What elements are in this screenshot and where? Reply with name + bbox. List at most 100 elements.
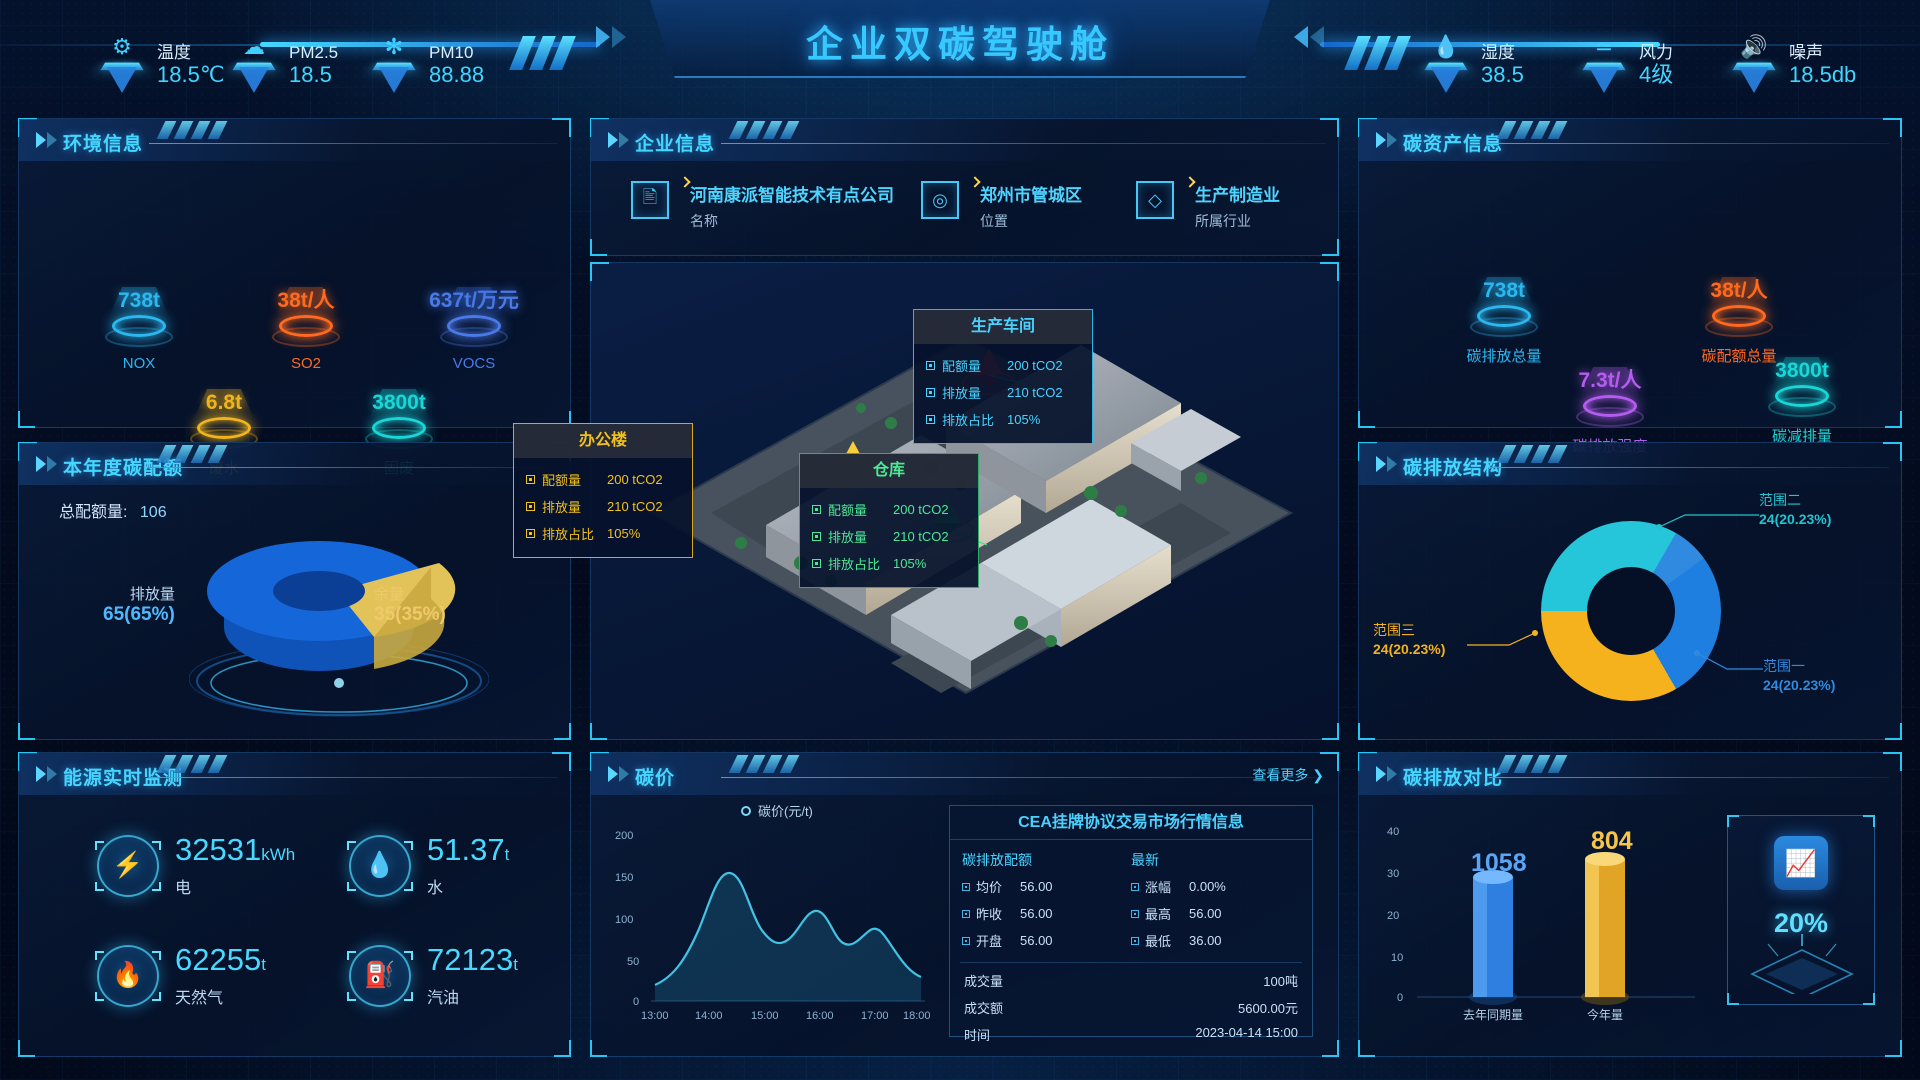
tooltip-row: 配额量 200 tCO2	[926, 352, 1080, 379]
energy-label: 天然气	[175, 990, 224, 1007]
header-metric-value: 18.5db	[1789, 62, 1857, 87]
env-metric-so2: 38t/人 SO2	[251, 287, 361, 372]
metric-value: 38t/人	[1710, 279, 1768, 302]
market-summary-row: 时间 2023-04-14 15:00	[964, 1025, 1298, 1043]
panel-dashes	[1496, 121, 1568, 139]
energy-label: 电	[175, 880, 192, 897]
arrow-right-icon	[1376, 132, 1397, 148]
energy-unit: t	[504, 845, 510, 864]
header-metric-humidity: 💧 湿度 38.5	[1420, 34, 1524, 93]
panel-title: 能源实时监测	[63, 768, 184, 789]
view-more-link[interactable]: 查看更多 ❯	[1252, 767, 1324, 783]
svg-text:100: 100	[615, 914, 633, 926]
tooltip-title: 仓库	[800, 454, 978, 488]
energy-item-electricity: ⚡ 32531kWh 电	[95, 833, 295, 898]
svg-text:18:00: 18:00	[903, 1010, 931, 1022]
panel-dashes	[1496, 755, 1568, 773]
carbon-price-line-chart: 200 150 100 50 0 13:00 14:00 15:00 16:00 17:00…	[615, 830, 931, 1022]
header-glow-right	[260, 42, 600, 47]
metric-value: 3800t	[372, 391, 426, 414]
svg-text:10: 10	[1391, 952, 1403, 964]
donut-label-scope3: 范围三 24(20.23%)	[1373, 622, 1446, 657]
svg-text:17:00: 17:00	[861, 1010, 889, 1022]
svg-text:40: 40	[1387, 826, 1399, 838]
quota-total-label: 总配额量:	[59, 504, 128, 521]
header-metric-value: 18.5℃	[157, 62, 225, 87]
quota-pie-chart	[189, 541, 489, 717]
map-tooltip-workshop[interactable]: 生产车间 配额量 200 tCO2 排放量 210 tCO2 排放占比 105%	[913, 309, 1093, 444]
enterprise-item-industry: ◇ 生产制造业 所属行业	[1136, 181, 1280, 231]
market-summary-row: 成交量 100吨	[964, 974, 1298, 989]
tooltip-row: 排放占比 105%	[526, 520, 680, 547]
market-info-table: CEA挂牌协议交易市场行情信息 碳排放配额 最新 均价 56.00 涨幅 0.00%…	[949, 805, 1313, 1043]
asset-metric-reduction: 3800t 碳减排量	[1747, 357, 1857, 446]
map-tooltip-warehouse[interactable]: 仓库 配额量 200 tCO2 排放量 210 tCO2 排放占比 105%	[799, 453, 979, 588]
quota-total: 总配额量: 106	[59, 498, 167, 522]
arrow-right-icon	[36, 766, 57, 782]
fuel-icon: ⛽	[347, 944, 413, 1007]
svg-text:去年同期量: 去年同期量	[1463, 1008, 1523, 1022]
header-glow-left	[1320, 42, 1660, 47]
panel-title: 碳价	[635, 768, 676, 789]
energy-item-gasoline: ⛽ 72123t 汽油	[347, 942, 518, 1008]
metric-value: 3800t	[1775, 359, 1829, 382]
energy-item-water: 💧 51.37t 水	[347, 833, 510, 898]
energy-value: 72123	[427, 942, 514, 977]
chart-legend: 碳价(元/t)	[741, 801, 813, 820]
energy-item-gas: 🔥 62255t 天然气	[95, 942, 266, 1008]
metric-label: SO2	[290, 355, 321, 372]
panel-dashes	[1496, 445, 1568, 463]
panel-dashes	[728, 755, 800, 773]
svg-text:14:00: 14:00	[695, 1010, 723, 1022]
panel-title: 本年度碳配额	[63, 458, 184, 479]
wind-icon: ≃	[1578, 34, 1630, 93]
metric-value: 637t/万元	[429, 289, 519, 312]
panel-title: 环境信息	[63, 134, 144, 155]
arrow-right-icon	[36, 456, 57, 472]
enterprise-item-location: ◎ 郑州市管城区 位置	[921, 181, 1082, 231]
market-table-title: CEA挂牌协议交易市场行情信息	[950, 806, 1312, 840]
panel-header: 碳排放对比	[1359, 753, 1901, 795]
tooltip-title: 办公楼	[514, 424, 692, 458]
emission-bar-chart: 40 30 20 10 0 去年同期量 今年量	[1387, 826, 1695, 1022]
energy-unit: t	[513, 955, 518, 974]
emission-ratio-box: 📈 20%	[1727, 815, 1875, 1005]
header-metric-temperature: ⚙ 温度 18.5℃	[96, 34, 225, 93]
pm25-icon: ☁	[228, 34, 280, 93]
humidity-icon: 💧	[1420, 34, 1472, 93]
ratio-pedestal	[1750, 934, 1854, 994]
energy-value: 62255	[175, 942, 262, 977]
header-metric-value: 38.5	[1481, 62, 1524, 87]
panel-carbon-asset-info: 碳资产信息 738t 碳排放总量 38t/人 碳配额总量 7.3t/人 碳排放强…	[1358, 118, 1902, 455]
header-metric-noise: 🔊 噪声 18.5db	[1728, 34, 1857, 93]
header-metric-pm25: ☁ PM2.5 18.5	[228, 34, 338, 93]
market-col-header-right: 最新	[1131, 852, 1159, 868]
bolt-icon: ⚡	[95, 834, 161, 897]
panel-energy-monitoring: 能源实时监测 ⚡ 32531kWh 电 💧 51.37t 水 🔥 62255t …	[18, 752, 571, 1057]
ratio-value: 20%	[1773, 908, 1829, 938]
svg-text:30: 30	[1387, 868, 1399, 880]
map-tooltip-office[interactable]: 办公楼 配额量 200 tCO2 排放量 210 tCO2 排放占比 105%	[513, 423, 693, 558]
quota-label-remaining: 余量 35(35%)	[374, 586, 446, 625]
market-row: 均价 56.00	[962, 873, 1131, 900]
quota-label-emission: 排放量 65(65%)	[103, 586, 175, 625]
asset-metric-total-quota: 38t/人 碳配额总量	[1684, 277, 1794, 366]
header-metric-value: 88.88	[429, 62, 485, 87]
panel-annual-carbon-quota: 本年度碳配额 总配额量: 106 排放量 65(65%) 余量 35(35%)	[18, 442, 571, 740]
panel-factory-map[interactable]: 生产车间 配额量 200 tCO2 排放量 210 tCO2 排放占比 105% 办公…	[513, 262, 1339, 740]
chevron-left-icon	[1294, 26, 1324, 48]
metric-label: 碳配额总量	[1701, 348, 1777, 365]
header-metric-label: 风力	[1639, 43, 1673, 62]
bar-value-last-year: 1058	[1471, 849, 1527, 877]
panel-emission-comparison: 碳排放对比 40 30 20 10 0 去年同期量 今年量 1058 804 📈 20…	[1358, 752, 1902, 1057]
header-metric-label: 温度	[157, 43, 191, 62]
market-row: 最高 56.00	[1131, 900, 1300, 927]
market-col-header-left: 碳排放配额	[962, 852, 1032, 868]
panel-environment-info: 环境信息 738t NOX 38t/人 SO2 637t/万元 VOCS 6.8…	[18, 118, 571, 477]
panel-header: 碳排放结构	[1359, 443, 1901, 485]
header-metric-pm10: ✻ PM10 88.88	[368, 34, 485, 93]
chevron-right-icon	[596, 26, 626, 48]
emission-structure-donut	[1541, 521, 1721, 701]
donut-label-scope1: 范围一 24(20.23%)	[1763, 658, 1836, 693]
header-metric-value: 18.5	[289, 62, 332, 87]
